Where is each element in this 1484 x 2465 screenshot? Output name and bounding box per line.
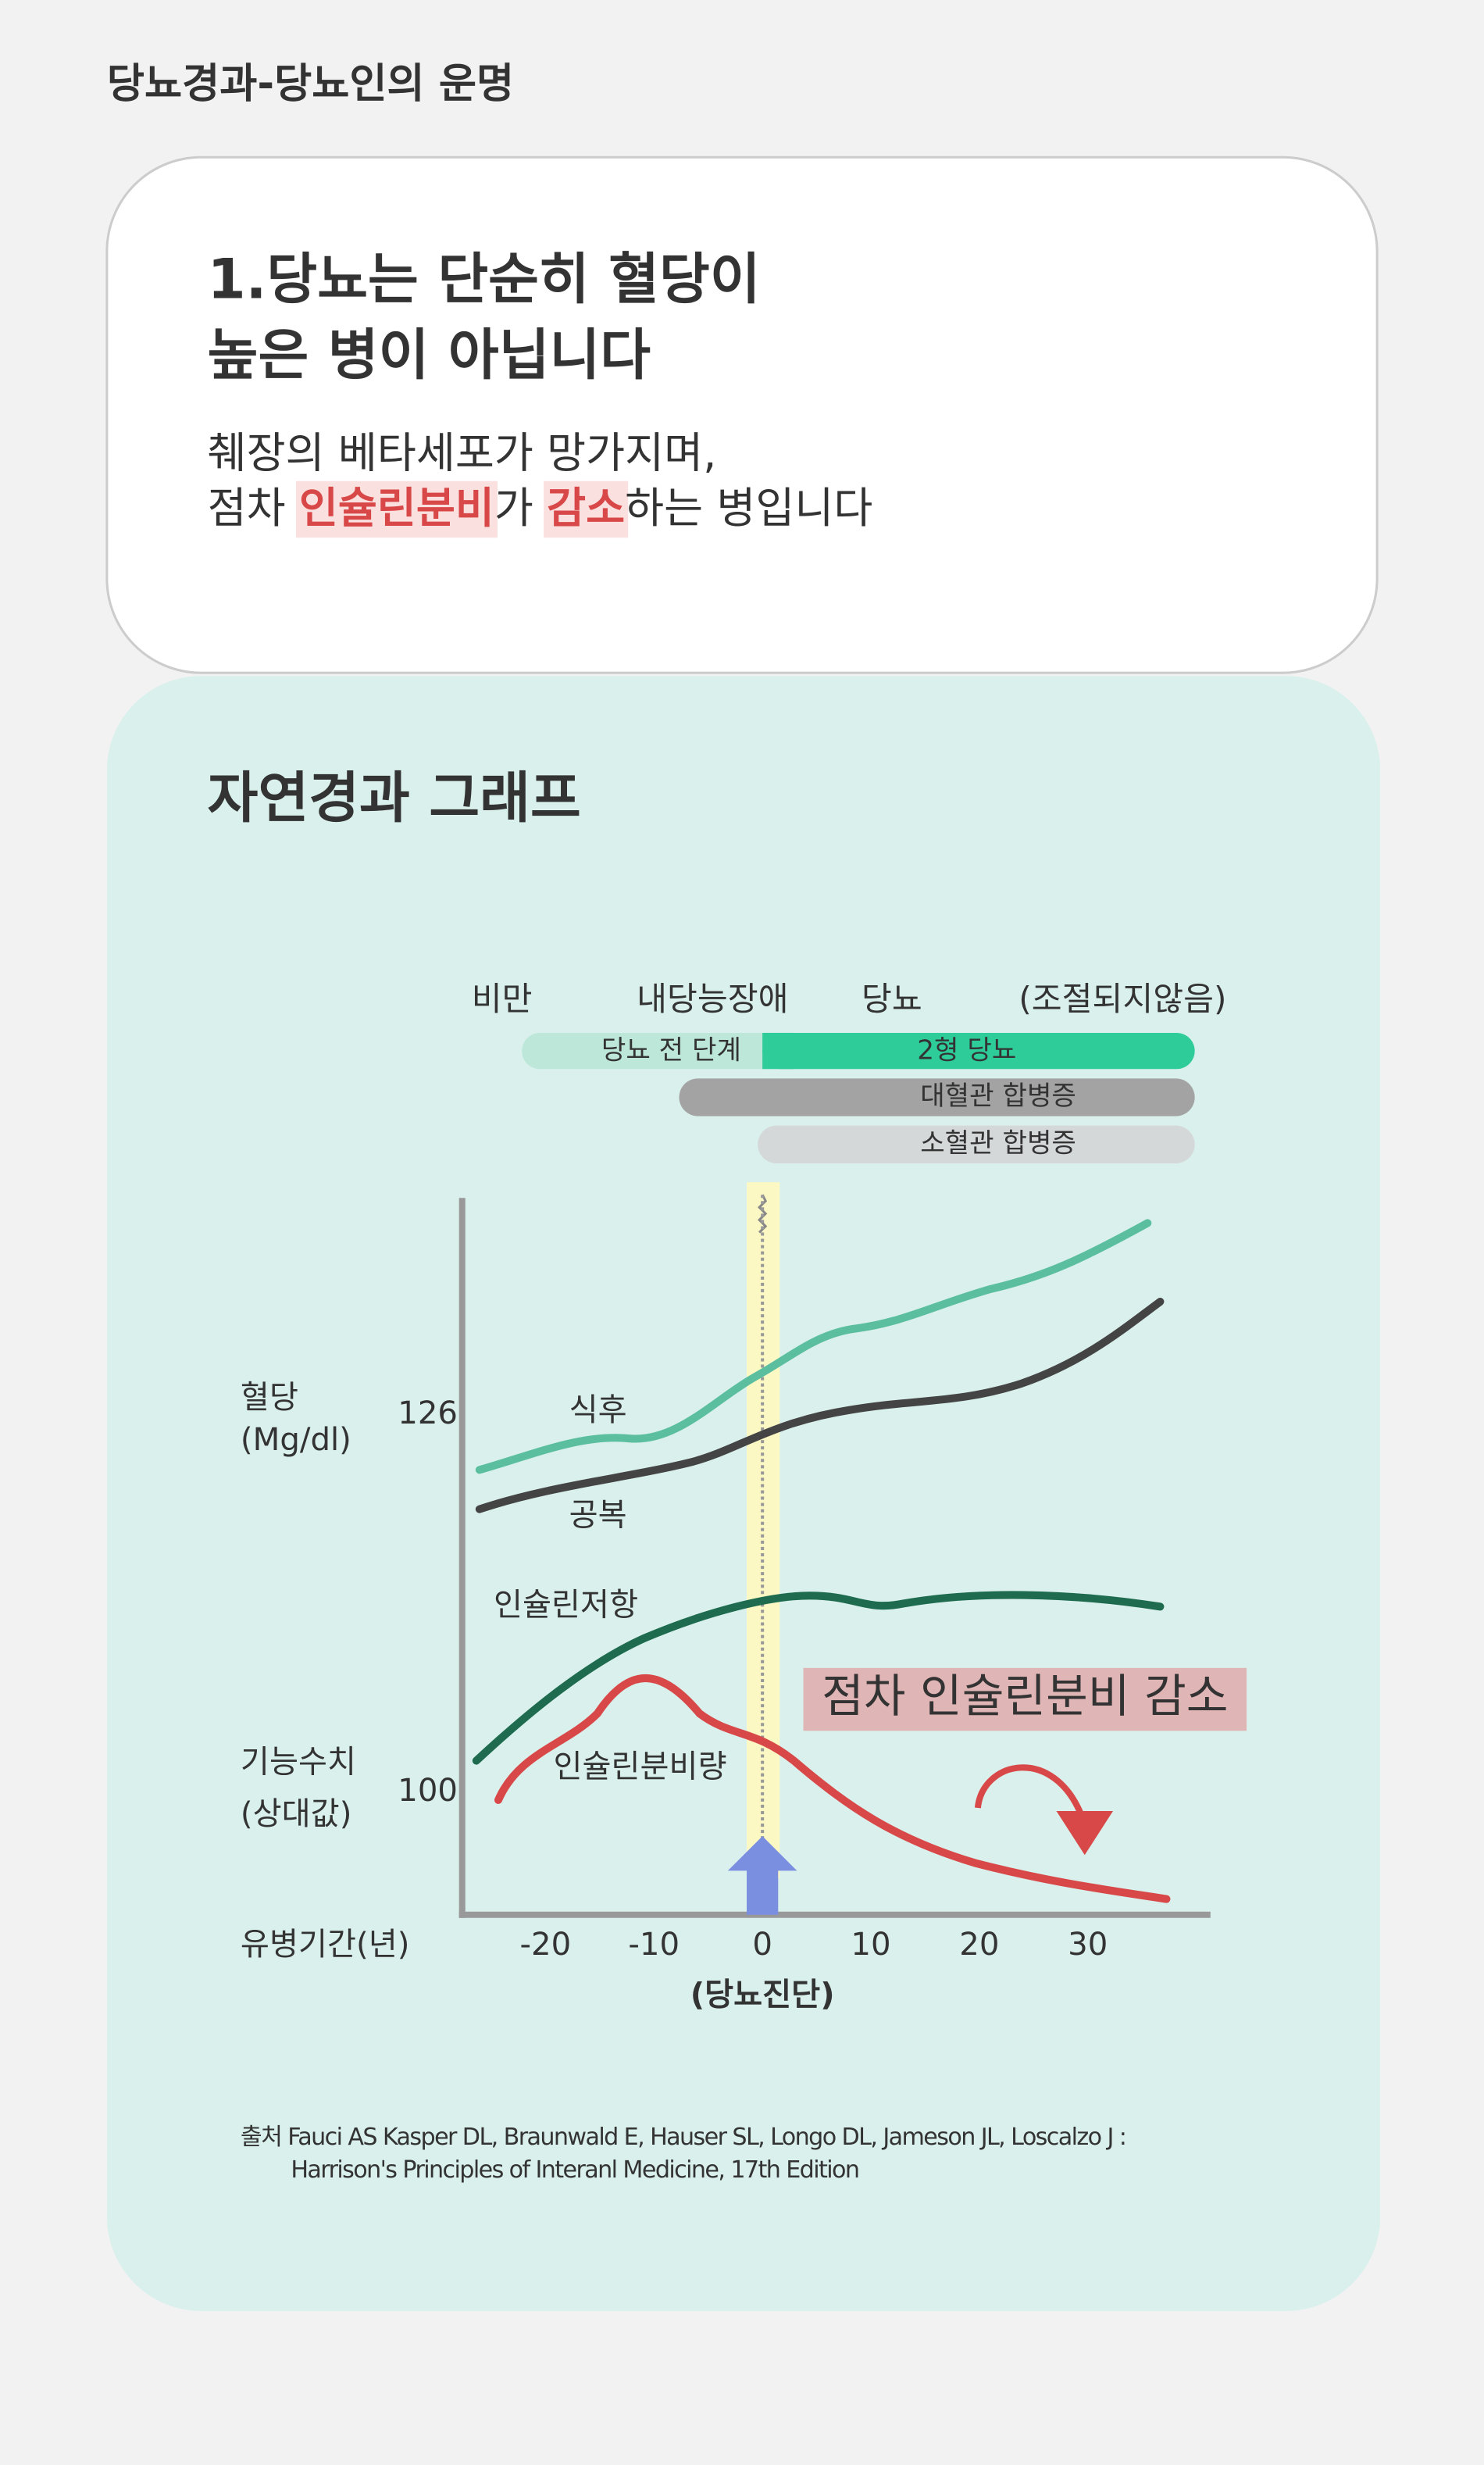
page-title: 당뇨경과-당뇨인의 운명 bbox=[107, 60, 514, 108]
curved-arrow bbox=[974, 1764, 1085, 1817]
x-ticks: -20 -10 0 10 20 30 bbox=[520, 1927, 1108, 1963]
source: Harrison's Principles of Interanl Medici… bbox=[291, 2156, 858, 2184]
curve-postmeal bbox=[475, 1219, 1152, 1474]
stage-label: 내당능장애 bbox=[637, 980, 788, 1018]
diagnosis-label: (당뇨진단) bbox=[690, 1977, 835, 2013]
zigzag bbox=[758, 1194, 768, 1234]
sub-line: 췌장의 베타세포가 망가지며, bbox=[208, 429, 717, 478]
heading-line: 높은 병이 아닙니다 bbox=[208, 323, 651, 387]
highlight bbox=[295, 480, 498, 538]
text: 점차 bbox=[208, 484, 299, 533]
text: 가 bbox=[494, 484, 547, 533]
curve-label: 공복 bbox=[569, 1498, 627, 1534]
stage-bar bbox=[758, 1125, 1195, 1163]
diagnosis-arrow bbox=[727, 1836, 797, 1915]
y-tick-label: 100 bbox=[398, 1773, 458, 1809]
y-label: 기능수치 bbox=[241, 1745, 356, 1781]
source: 출처 Fauci AS Kasper DL, Braunwald E, Haus… bbox=[241, 2124, 1125, 2151]
curve-label: 인슐린분비량 bbox=[553, 1749, 726, 1785]
curve-fasting bbox=[475, 1298, 1165, 1513]
x-tick-label: 30 bbox=[1068, 1927, 1108, 1963]
callout-box bbox=[803, 1667, 1247, 1731]
card bbox=[105, 155, 1379, 674]
y-label: (상대값) bbox=[241, 1796, 351, 1832]
sub-line: 점차 인슐린분비가 감소하는 병입니다 bbox=[208, 484, 873, 533]
stage-label: (조절되지않음) bbox=[1018, 980, 1226, 1018]
x-tick-label: -10 bbox=[628, 1927, 680, 1963]
curve-secretion bbox=[494, 1674, 1171, 1903]
stage-label: 비만 bbox=[472, 980, 533, 1018]
stage-bar bbox=[679, 1078, 1195, 1116]
y-label: 혈당 bbox=[241, 1380, 298, 1416]
text: 하는 병입니다 bbox=[625, 484, 872, 533]
stage-bar bbox=[522, 1032, 790, 1070]
highlight bbox=[544, 480, 629, 538]
graph-title: 자연경과 그래프 bbox=[208, 766, 581, 831]
stage-label: 당뇨 bbox=[862, 980, 922, 1018]
x-label: 유병기간(년) bbox=[241, 1927, 410, 1963]
bar-label: 대혈관 합병증 bbox=[920, 1081, 1076, 1112]
bar-label: 당뇨 전 단계 bbox=[601, 1035, 741, 1066]
x-tick-label: -20 bbox=[520, 1927, 572, 1963]
highlight-text: 인슐린분비 bbox=[299, 484, 494, 533]
y-tick-label: 126 bbox=[398, 1395, 458, 1431]
bar-label: 소혈관 합병증 bbox=[920, 1127, 1076, 1159]
arrow-head bbox=[1056, 1810, 1113, 1856]
y-label: (Mg/dl) bbox=[241, 1422, 351, 1458]
graph-panel bbox=[106, 676, 1381, 2311]
curve-label: 식후 bbox=[569, 1392, 627, 1428]
curve-label: 인슐린저항 bbox=[494, 1587, 638, 1623]
heading-line: 1.당뇨는 단순히 혈당이 bbox=[208, 248, 761, 312]
stage-bar bbox=[762, 1032, 1195, 1070]
curve-resistance bbox=[472, 1591, 1165, 1765]
x-tick-label: 20 bbox=[959, 1927, 999, 1963]
callout: 점차 인슐린분비 감소 bbox=[822, 1670, 1228, 1723]
x-tick-label: 0 bbox=[752, 1927, 772, 1963]
highlight-text: 감소 bbox=[547, 484, 625, 533]
stage-bar bbox=[762, 1032, 794, 1070]
bar-label: 2형 당뇨 bbox=[917, 1035, 1016, 1066]
x-tick-label: 10 bbox=[851, 1927, 890, 1963]
